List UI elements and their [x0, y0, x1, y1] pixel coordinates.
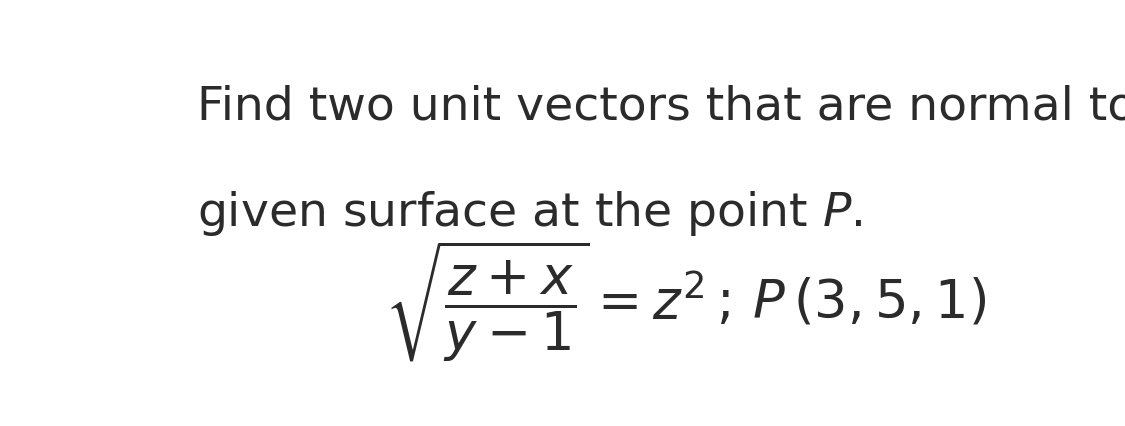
Text: given surface at the point $\mathit{P}$.: given surface at the point $\mathit{P}$.	[197, 189, 863, 238]
Text: Find two unit vectors that are normal to the: Find two unit vectors that are normal to…	[197, 84, 1125, 129]
Text: $\sqrt{\dfrac{z+x}{y-1}} = z^2\,;\,P\,(3,5,1)$: $\sqrt{\dfrac{z+x}{y-1}} = z^2\,;\,P\,(3…	[385, 238, 987, 363]
